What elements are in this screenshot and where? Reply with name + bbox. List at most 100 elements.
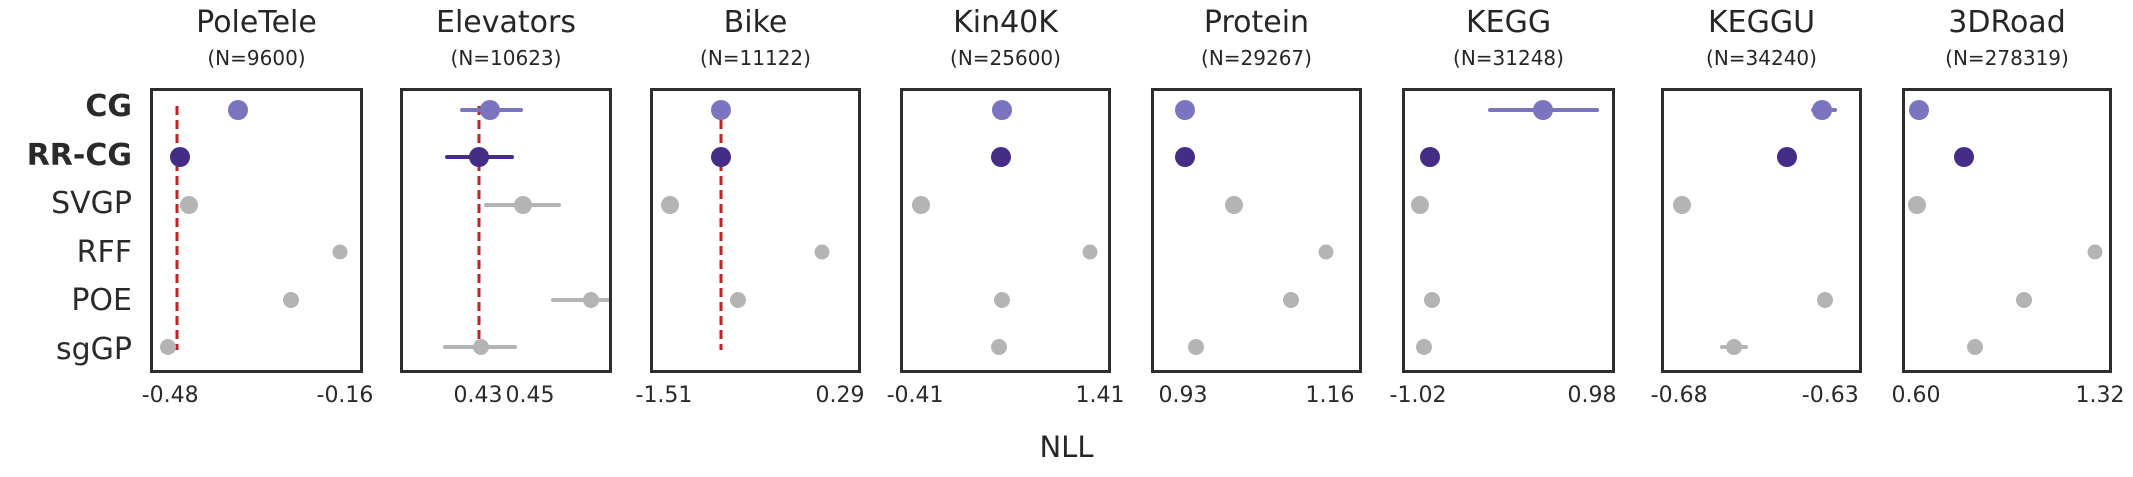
panel-title: PoleTele [196, 5, 317, 40]
x-tick-label: 1.32 [2075, 383, 2125, 408]
data-point-cg [1812, 99, 1833, 120]
panel-title: Protein [1203, 5, 1310, 40]
data-point-rr-cg [711, 147, 732, 168]
data-point-poe [1423, 291, 1440, 308]
data-point-cg [992, 99, 1013, 120]
panel-keggu: KEGGU (N=34240) -0.68 -0.63 [1651, 0, 1862, 477]
data-point-cg [711, 99, 732, 120]
data-point-cg [227, 99, 248, 120]
data-point-svgp [1908, 195, 1927, 214]
data-point-poe [1283, 291, 1300, 308]
data-point-rr-cg [170, 147, 191, 168]
data-point-sggp [473, 339, 490, 356]
x-tick-row: -1.02 0.98 [1390, 382, 1617, 412]
data-point-cg [1908, 99, 1929, 120]
x-tick-label: 1.16 [1305, 383, 1355, 408]
x-tick-row: -1.51 0.29 [636, 382, 865, 412]
panel-poletele: PoleTele (N=9600) -0.48 -0.16 [142, 0, 374, 477]
x-tick-label: -0.48 [141, 383, 199, 408]
panel-kegg: KEGG (N=31248) -1.02 0.98 [1390, 0, 1617, 477]
data-point-svgp [661, 195, 680, 214]
panel-subtitle-n: (N=278319) [1945, 46, 2069, 70]
x-tick-label: 0.60 [1891, 383, 1941, 408]
x-tick-row: 0.43 0.45 [400, 382, 612, 412]
x-axis-label: NLL [1039, 430, 1094, 464]
data-point-cg [1532, 99, 1553, 120]
row-label-rff: RFF [76, 234, 132, 270]
data-point-rr-cg [1175, 147, 1196, 168]
row-label-poe: POE [71, 283, 132, 319]
x-tick-row: 0.93 1.16 [1151, 382, 1362, 412]
row-label-cg: CG [85, 89, 132, 124]
data-point-rff [1082, 244, 1098, 260]
panel-elevators: Elevators (N=10623) 0.43 0.45 [400, 0, 612, 477]
data-point-svgp [912, 195, 931, 214]
plot-area [1661, 88, 1862, 373]
panel-title: KEGG [1465, 5, 1552, 40]
plot-area [400, 88, 612, 373]
exact-gp-refline [477, 106, 481, 351]
data-point-poe [2015, 291, 2032, 308]
data-point-cg [480, 99, 501, 120]
x-tick-label: 0.45 [505, 383, 555, 408]
data-point-rff [1318, 244, 1334, 260]
data-point-rff [2087, 244, 2103, 260]
x-tick-label: 0.43 [453, 383, 503, 408]
data-point-sggp [1187, 339, 1204, 356]
x-tick-row: -0.48 -0.16 [142, 382, 374, 412]
row-label-sggp: sgGP [55, 331, 132, 367]
plot-area [1151, 88, 1362, 373]
plot-area [1402, 88, 1615, 373]
exact-gp-refline [719, 106, 723, 351]
error-bar-poe [550, 297, 609, 302]
panel-subtitle-n: (N=31248) [1453, 46, 1564, 70]
x-tick-label: 0.93 [1158, 383, 1208, 408]
data-point-poe [1817, 291, 1834, 308]
x-tick-label: 0.98 [1567, 383, 1617, 408]
data-point-sggp [159, 339, 176, 356]
panel-subtitle-n: (N=25600) [950, 46, 1061, 70]
data-point-poe [583, 291, 600, 308]
panel-title: 3DRoad [1948, 5, 2066, 40]
panel-bike: Bike (N=11122) -1.51 0.29 [636, 0, 865, 477]
panel-title: KEGGU [1707, 5, 1816, 40]
data-point-rr-cg [991, 147, 1012, 168]
panel-title: Kin40K [953, 5, 1058, 40]
data-point-poe [282, 291, 299, 308]
panel-subtitle-n: (N=9600) [207, 46, 306, 70]
panel-3droad: 3DRoad (N=278319) 0.60 1.32 [1892, 0, 2125, 477]
data-point-rr-cg [468, 147, 489, 168]
x-tick-label: -0.63 [1801, 383, 1859, 408]
plot-area [650, 88, 861, 373]
x-tick-label: 0.29 [815, 383, 865, 408]
data-point-cg [1175, 99, 1196, 120]
panel-title: Elevators [436, 5, 576, 40]
data-point-svgp [514, 195, 533, 214]
x-tick-row: -0.41 1.41 [887, 382, 1125, 412]
x-tick-label: -1.51 [635, 383, 693, 408]
x-tick-label: -0.16 [316, 383, 374, 408]
data-point-rff [814, 244, 830, 260]
data-point-svgp [1225, 195, 1244, 214]
panel-kin40k: Kin40K (N=25600) -0.41 1.41 [887, 0, 1125, 477]
data-point-rff [332, 244, 348, 260]
row-label-rr-cg: RR-CG [26, 137, 132, 173]
data-point-rr-cg [1954, 147, 1975, 168]
data-point-sggp [991, 339, 1008, 356]
x-tick-label: -0.68 [1650, 383, 1708, 408]
data-point-svgp [180, 195, 199, 214]
panel-subtitle-n: (N=11122) [700, 46, 811, 70]
panel-title: Bike [723, 5, 788, 40]
data-point-rr-cg [1420, 147, 1441, 168]
x-tick-row: 0.60 1.32 [1892, 382, 2125, 412]
data-point-sggp [1726, 339, 1743, 356]
plot-area [150, 88, 363, 373]
data-point-svgp [1672, 195, 1691, 214]
panel-subtitle-n: (N=34240) [1706, 46, 1817, 70]
data-point-sggp [1416, 339, 1433, 356]
x-tick-label: 1.41 [1075, 383, 1125, 408]
data-point-sggp [1966, 339, 1983, 356]
data-point-rr-cg [1777, 147, 1798, 168]
row-label-svgp: SVGP [51, 186, 132, 222]
